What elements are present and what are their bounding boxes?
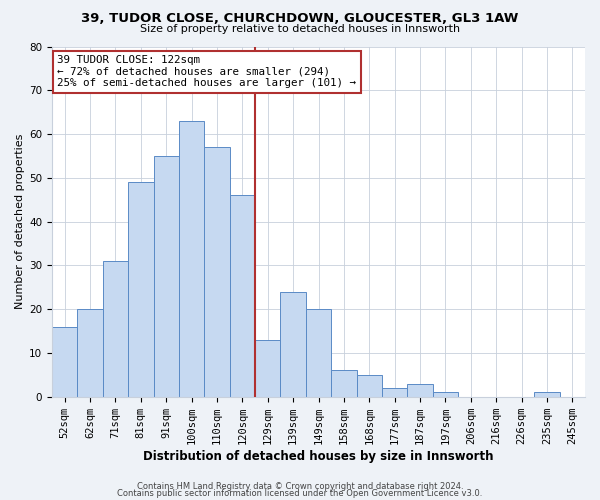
Bar	[331, 370, 356, 396]
Bar	[204, 147, 230, 396]
Text: Size of property relative to detached houses in Innsworth: Size of property relative to detached ho…	[140, 24, 460, 34]
Bar	[77, 309, 103, 396]
X-axis label: Distribution of detached houses by size in Innsworth: Distribution of detached houses by size …	[143, 450, 494, 462]
Bar	[280, 292, 306, 397]
Text: Contains public sector information licensed under the Open Government Licence v3: Contains public sector information licen…	[118, 489, 482, 498]
Text: Contains HM Land Registry data © Crown copyright and database right 2024.: Contains HM Land Registry data © Crown c…	[137, 482, 463, 491]
Bar	[356, 375, 382, 396]
Bar	[382, 388, 407, 396]
Bar	[103, 261, 128, 396]
Bar	[534, 392, 560, 396]
Text: 39 TUDOR CLOSE: 122sqm
← 72% of detached houses are smaller (294)
25% of semi-de: 39 TUDOR CLOSE: 122sqm ← 72% of detached…	[58, 56, 356, 88]
Y-axis label: Number of detached properties: Number of detached properties	[15, 134, 25, 310]
Bar	[433, 392, 458, 396]
Bar	[154, 156, 179, 396]
Bar	[255, 340, 280, 396]
Bar	[179, 121, 204, 396]
Bar	[128, 182, 154, 396]
Bar	[230, 196, 255, 396]
Bar	[306, 309, 331, 396]
Text: 39, TUDOR CLOSE, CHURCHDOWN, GLOUCESTER, GL3 1AW: 39, TUDOR CLOSE, CHURCHDOWN, GLOUCESTER,…	[82, 12, 518, 26]
Bar	[407, 384, 433, 396]
Bar	[52, 326, 77, 396]
